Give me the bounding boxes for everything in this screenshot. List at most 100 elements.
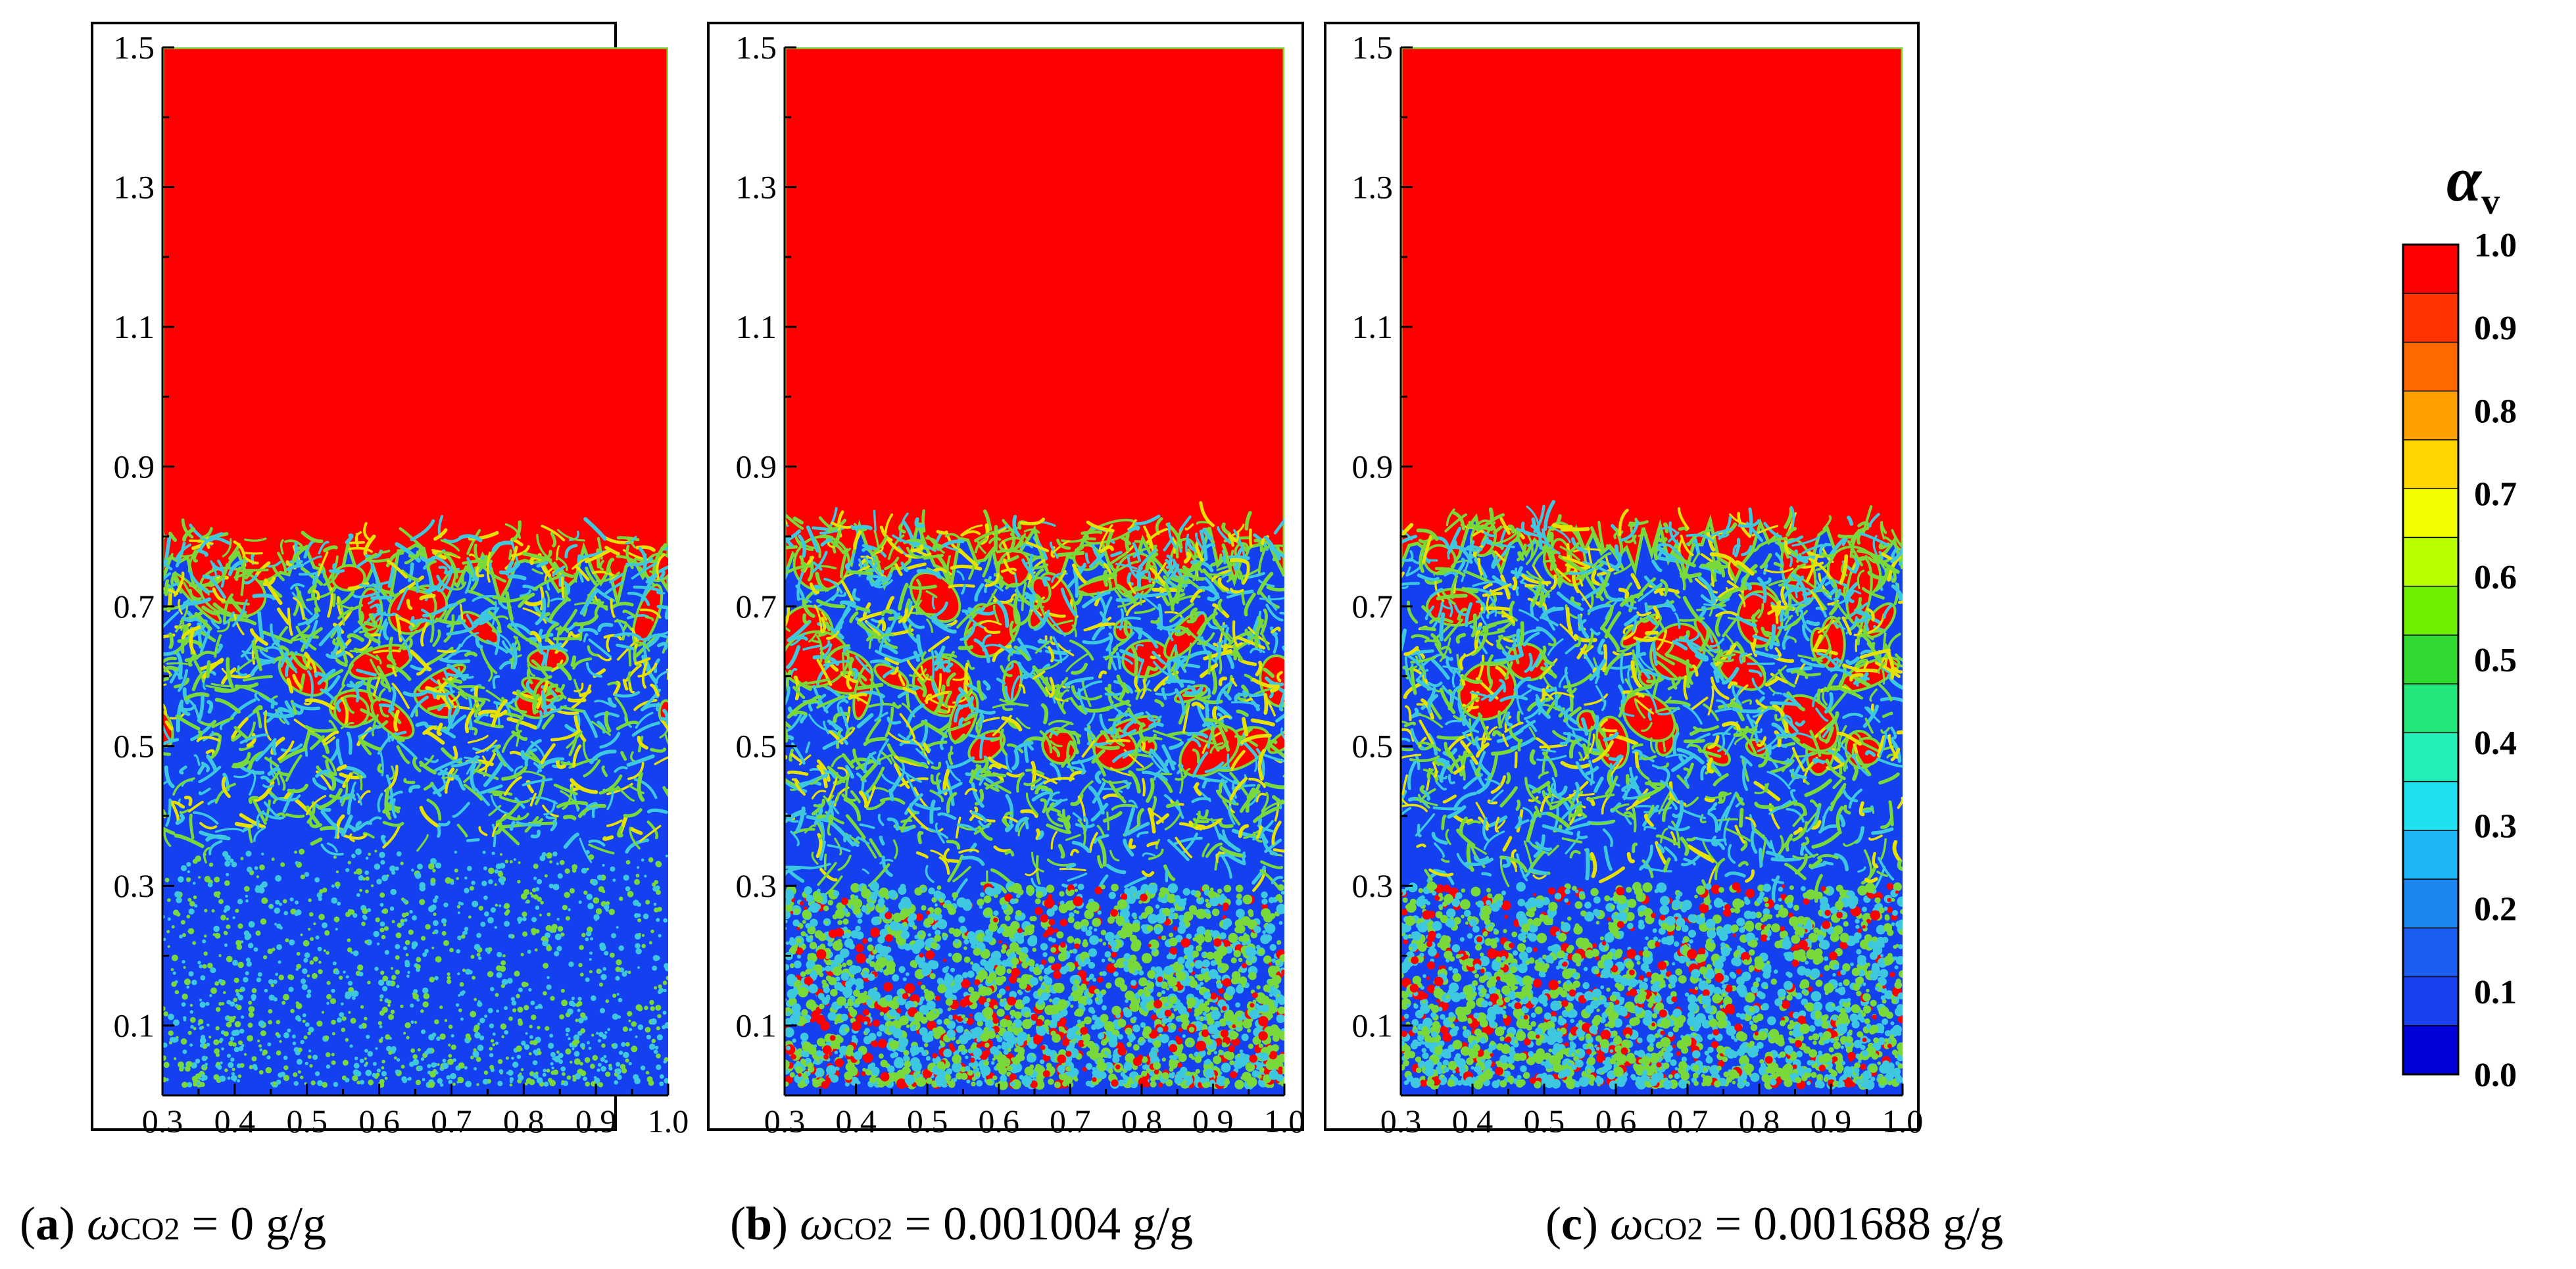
- bubble: [443, 902, 449, 908]
- bubble: [509, 1080, 513, 1084]
- interface-filament: [946, 792, 958, 813]
- interface-filament: [267, 767, 281, 777]
- interface-filament: [478, 826, 488, 836]
- interface-filament: [174, 642, 188, 655]
- interface-filament: [937, 812, 957, 820]
- interface-filament: [815, 832, 823, 859]
- interface-filament: [826, 686, 849, 704]
- bubble: [501, 1035, 504, 1038]
- interface-filament: [831, 729, 848, 746]
- interface-filament: [811, 639, 820, 644]
- interface-filament: [946, 840, 961, 850]
- bubble: [568, 1037, 571, 1040]
- bubble: [608, 909, 615, 915]
- interface-filament: [1146, 841, 1159, 848]
- bubble: [447, 979, 452, 984]
- bubble: [501, 978, 508, 986]
- interface-filament: [1146, 533, 1154, 548]
- bubble: [257, 972, 262, 977]
- interface-filament: [436, 575, 454, 591]
- bubble: [400, 1004, 404, 1009]
- interface-filament: [583, 633, 589, 642]
- bubble: [956, 1072, 963, 1080]
- interface-filament: [1049, 541, 1059, 559]
- bubble: [537, 1051, 542, 1055]
- interface-filament: [370, 658, 383, 680]
- bubble: [354, 1057, 358, 1061]
- bubble: [208, 862, 214, 867]
- interface-filament: [873, 510, 877, 532]
- interface-filament: [1275, 713, 1284, 723]
- interface-filament: [638, 546, 647, 571]
- interface-filament: [492, 675, 500, 689]
- interface-filament: [585, 549, 611, 563]
- interface-filament: [656, 590, 666, 595]
- interface-filament: [538, 642, 563, 650]
- bubble: [477, 1022, 481, 1026]
- bubble: [240, 857, 244, 861]
- bubble: [958, 916, 965, 923]
- interface-filament: [1113, 695, 1132, 707]
- bubble: [309, 1064, 313, 1068]
- bubble: [178, 1061, 184, 1068]
- bubble: [548, 883, 554, 889]
- interface-filament: [277, 552, 287, 574]
- bubble: [596, 1032, 599, 1035]
- bubble: [365, 889, 369, 894]
- bubble: [385, 1034, 391, 1040]
- interface-filament: [923, 742, 931, 754]
- bubble: [806, 999, 816, 1010]
- bubble: [1148, 939, 1159, 950]
- interface-filament: [1259, 608, 1268, 635]
- interface-filament: [1205, 842, 1223, 858]
- interface-filament: [1200, 663, 1219, 679]
- interface-filament: [1147, 571, 1152, 583]
- interface-filament: [493, 615, 509, 620]
- bubble: [634, 1078, 641, 1084]
- interface-filament: [345, 533, 354, 544]
- bubble: [364, 940, 369, 944]
- interface-filament: [243, 569, 254, 580]
- bubble: [598, 982, 604, 987]
- interface-filament: [522, 552, 552, 562]
- interface-filament: [197, 730, 203, 740]
- bubble: [437, 1078, 443, 1084]
- interface-filament: [179, 765, 187, 775]
- interface-filament: [1052, 684, 1060, 696]
- interface-filament: [841, 793, 857, 802]
- bubble: [231, 1072, 235, 1076]
- bubble: [433, 912, 437, 916]
- bubble: [386, 1045, 392, 1052]
- bubble: [435, 956, 442, 963]
- bubble: [308, 898, 312, 902]
- bubble: [283, 911, 289, 916]
- bubble: [442, 1059, 447, 1063]
- bubble: [590, 937, 594, 941]
- bubble: [550, 1062, 554, 1066]
- bubble: [548, 1042, 554, 1049]
- interface-filament: [339, 772, 366, 780]
- bubble: [1111, 951, 1117, 958]
- bubble: [260, 1030, 266, 1036]
- interface-filament: [1152, 729, 1182, 742]
- interface-filament: [554, 684, 566, 693]
- bubble: [1262, 930, 1266, 934]
- interface-filament: [933, 613, 952, 628]
- interface-filament: [423, 782, 434, 791]
- interface-filament: [264, 799, 271, 822]
- interface-filament: [626, 754, 655, 767]
- interface-filament: [824, 644, 850, 663]
- bubble: [554, 933, 562, 940]
- interface-filament: [1204, 761, 1225, 773]
- interface-filament: [1057, 551, 1085, 557]
- interface-filament: [811, 790, 827, 800]
- bubble: [343, 970, 346, 974]
- bubble: [339, 975, 343, 980]
- bubble: [364, 1057, 367, 1061]
- dispersed-bubbles: [162, 848, 668, 1088]
- bubble: [379, 994, 384, 999]
- interface-filament: [899, 713, 916, 740]
- bubble: [395, 944, 401, 949]
- interface-filament: [854, 523, 867, 532]
- interface-filament: [983, 509, 992, 531]
